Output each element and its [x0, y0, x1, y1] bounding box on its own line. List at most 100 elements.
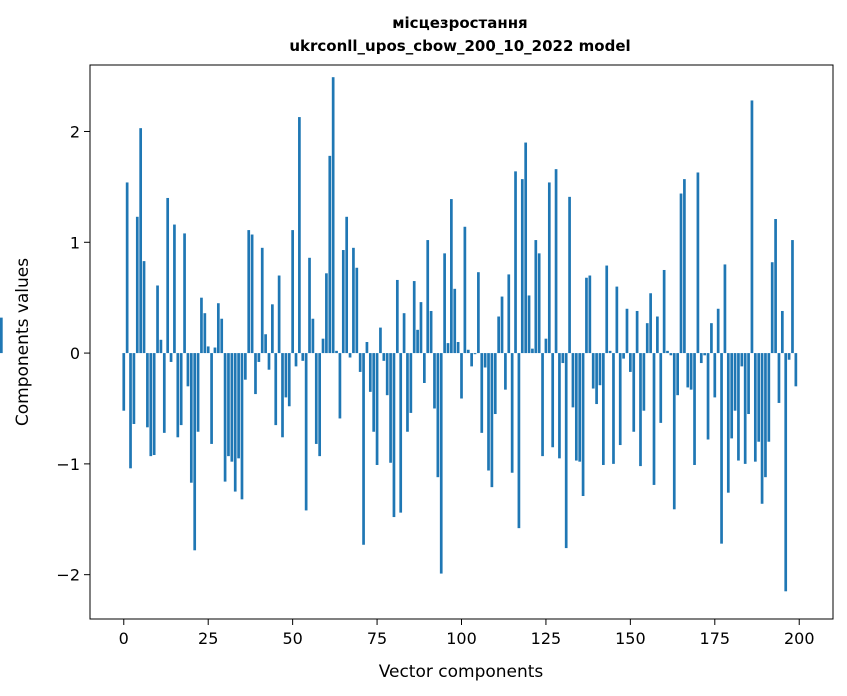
bar [635, 310, 639, 354]
bar [291, 230, 294, 354]
bar [676, 353, 679, 396]
bar [372, 353, 376, 432]
bar [571, 353, 575, 408]
bar [274, 353, 278, 426]
bar [392, 353, 396, 518]
bar [196, 353, 200, 432]
bar [764, 353, 767, 478]
bar [669, 353, 673, 356]
bar [318, 353, 322, 457]
bar [338, 353, 342, 419]
bar [206, 346, 210, 354]
bar [601, 353, 605, 465]
bar [500, 296, 504, 354]
bar [321, 338, 325, 354]
bar [686, 353, 690, 388]
y-axis-ticks: −2 −1 0 1 2 [56, 122, 90, 585]
bar [672, 353, 676, 510]
bar [649, 293, 652, 354]
bar [591, 353, 595, 389]
bar [314, 353, 318, 444]
bar [622, 353, 625, 359]
bar [703, 353, 707, 356]
y-axis-label: Components values [13, 258, 33, 426]
bar [547, 182, 551, 354]
bar [149, 353, 153, 457]
x-axis-ticks: 0 25 50 75 100 125 150 175 200 [119, 619, 815, 648]
bar [733, 353, 737, 411]
bar [186, 353, 190, 387]
bar [723, 264, 727, 354]
bar [598, 353, 602, 386]
bar [331, 77, 335, 354]
bar [585, 277, 588, 354]
bar [409, 353, 413, 413]
bar [220, 318, 224, 354]
bar [642, 353, 646, 411]
bar [348, 353, 352, 358]
bar [341, 250, 345, 354]
bar [142, 261, 146, 354]
bar [335, 350, 338, 354]
bar [632, 353, 636, 432]
bar [534, 240, 538, 354]
bar [716, 308, 720, 354]
bar [524, 142, 528, 354]
x-tick-label: 0 [119, 629, 129, 648]
bar [787, 353, 791, 360]
bar [365, 342, 369, 354]
bar [227, 353, 230, 457]
bar [200, 297, 203, 354]
bar [554, 169, 558, 354]
bar [162, 353, 166, 433]
bar [156, 285, 159, 354]
bar [159, 339, 163, 354]
bar [416, 329, 419, 354]
x-tick-label: 100 [446, 629, 477, 648]
bar [267, 353, 271, 370]
bar [531, 348, 534, 354]
bar [132, 353, 136, 424]
bar [389, 353, 392, 463]
bar [794, 353, 798, 387]
bar [710, 323, 713, 354]
bar [456, 342, 460, 354]
bar [304, 353, 308, 511]
bar [223, 353, 227, 482]
bar [301, 353, 305, 361]
bar [183, 233, 186, 354]
bar [699, 353, 703, 364]
x-tick-label: 75 [367, 629, 387, 648]
bar [169, 353, 173, 362]
bar [514, 171, 517, 354]
bar [0, 317, 3, 354]
bar [446, 343, 450, 354]
bar [216, 303, 220, 354]
plot-frame [89, 64, 834, 620]
bar [230, 353, 234, 462]
bar [254, 353, 257, 395]
bar [639, 353, 642, 467]
bar [595, 353, 598, 405]
bar [453, 288, 457, 354]
bar [308, 257, 311, 354]
bar [125, 182, 129, 354]
bar [395, 279, 399, 354]
x-tick-label: 175 [700, 629, 731, 648]
bar [328, 155, 332, 354]
bar [517, 353, 521, 529]
bar [757, 353, 761, 442]
bar [271, 304, 274, 354]
bar [662, 269, 666, 354]
bar [466, 349, 470, 354]
bar [210, 353, 213, 444]
bar [574, 353, 578, 461]
bar [436, 353, 440, 478]
bar [497, 316, 501, 354]
bar [233, 353, 237, 492]
y-tick-label: 0 [70, 344, 80, 363]
x-tick-label: 200 [784, 629, 815, 648]
bar [612, 353, 615, 464]
bar [558, 353, 561, 459]
bar [399, 353, 403, 513]
